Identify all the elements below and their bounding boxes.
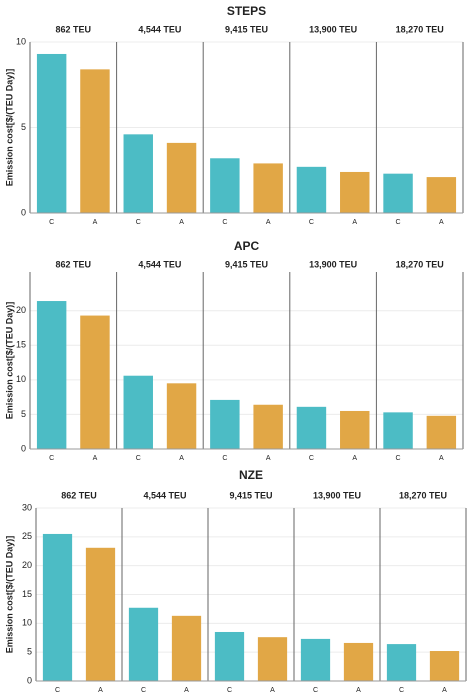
- x-tick-label: C: [313, 687, 318, 694]
- y-tick-label: 5: [21, 122, 26, 132]
- x-tick-label: A: [442, 687, 447, 694]
- y-tick-label: 20: [16, 305, 26, 315]
- x-tick-label: A: [179, 455, 184, 462]
- bar: [123, 134, 153, 213]
- facet-label: 4,544 TEU: [138, 24, 181, 34]
- facet-label: 9,415 TEU: [225, 259, 268, 269]
- bar: [429, 651, 460, 681]
- bar: [85, 547, 116, 681]
- facet-label: 13,900 TEU: [313, 490, 361, 500]
- y-tick-label: 30: [22, 502, 32, 512]
- bar: [426, 177, 457, 213]
- bar: [343, 642, 374, 681]
- facet-label: 862 TEU: [56, 24, 92, 34]
- x-tick-label: A: [93, 219, 98, 226]
- facet-label: 18,270 TEU: [399, 490, 447, 500]
- x-tick-label: C: [396, 455, 401, 462]
- facet-label: 18,270 TEU: [396, 24, 444, 34]
- y-tick-label: 20: [22, 560, 32, 570]
- chart-title: APC: [234, 239, 260, 253]
- bar: [296, 166, 327, 213]
- x-tick-label: A: [439, 219, 444, 226]
- x-tick-label: A: [356, 687, 361, 694]
- y-tick-label: 0: [27, 675, 32, 685]
- x-tick-label: C: [49, 219, 54, 226]
- x-tick-label: A: [270, 687, 275, 694]
- x-tick-label: A: [266, 455, 271, 462]
- x-tick-label: C: [55, 687, 60, 694]
- bar: [210, 399, 240, 449]
- y-tick-label: 10: [16, 36, 26, 46]
- bar: [253, 404, 283, 449]
- chart-title: NZE: [239, 468, 263, 482]
- x-tick-label: A: [184, 687, 189, 694]
- y-axis-label: Emission cost[$/(TEU Day)]: [4, 536, 14, 654]
- y-tick-label: 5: [27, 647, 32, 657]
- y-tick-label: 25: [22, 531, 32, 541]
- x-tick-label: C: [227, 687, 232, 694]
- y-tick-label: 0: [21, 443, 26, 453]
- facet-label: 9,415 TEU: [229, 490, 272, 500]
- bar: [253, 163, 283, 213]
- y-tick-label: 5: [21, 409, 26, 419]
- bar: [42, 533, 73, 681]
- bar: [300, 638, 331, 681]
- bar: [36, 53, 67, 213]
- facet-label: 9,415 TEU: [225, 24, 268, 34]
- x-tick-label: A: [352, 455, 357, 462]
- bar: [123, 375, 153, 449]
- x-tick-label: A: [439, 455, 444, 462]
- bar: [383, 173, 413, 213]
- bar: [80, 315, 110, 449]
- x-tick-label: C: [399, 687, 404, 694]
- y-tick-label: 0: [21, 207, 26, 217]
- bar: [128, 607, 159, 681]
- y-tick-label: 10: [22, 618, 32, 628]
- bar: [210, 158, 240, 213]
- bar: [296, 406, 327, 449]
- bar: [166, 383, 197, 449]
- x-tick-label: A: [179, 219, 184, 226]
- x-tick-label: C: [396, 219, 401, 226]
- bar: [214, 631, 245, 681]
- facet-label: 4,544 TEU: [143, 490, 186, 500]
- bar: [383, 412, 413, 449]
- facet-label: 13,900 TEU: [309, 24, 357, 34]
- y-axis-label: Emission cost[$/(TEU Day)]: [4, 69, 14, 187]
- facet-label: 4,544 TEU: [138, 259, 181, 269]
- x-tick-label: C: [141, 687, 146, 694]
- x-tick-label: C: [136, 455, 141, 462]
- bar: [386, 644, 417, 681]
- facet-label: 13,900 TEU: [309, 259, 357, 269]
- y-tick-label: 15: [16, 340, 26, 350]
- bar: [36, 301, 67, 449]
- bar: [257, 637, 288, 681]
- bar: [340, 410, 370, 449]
- bar: [426, 415, 457, 449]
- x-tick-label: C: [136, 219, 141, 226]
- bar: [80, 69, 110, 213]
- x-tick-label: C: [49, 455, 54, 462]
- x-tick-label: A: [93, 455, 98, 462]
- y-axis-label: Emission cost[$/(TEU Day)]: [4, 302, 14, 420]
- x-tick-label: A: [98, 687, 103, 694]
- y-tick-label: 10: [16, 374, 26, 384]
- x-tick-label: A: [266, 219, 271, 226]
- y-tick-label: 15: [22, 589, 32, 599]
- bar: [171, 615, 202, 681]
- facet-label: 862 TEU: [56, 259, 92, 269]
- bar: [166, 142, 197, 213]
- x-tick-label: C: [309, 219, 314, 226]
- x-tick-label: A: [352, 219, 357, 226]
- facet-label: 862 TEU: [61, 490, 97, 500]
- x-tick-label: C: [222, 455, 227, 462]
- chart-title: STEPS: [227, 4, 266, 18]
- facet-label: 18,270 TEU: [396, 259, 444, 269]
- x-tick-label: C: [309, 455, 314, 462]
- x-tick-label: C: [222, 219, 227, 226]
- bar: [340, 171, 370, 213]
